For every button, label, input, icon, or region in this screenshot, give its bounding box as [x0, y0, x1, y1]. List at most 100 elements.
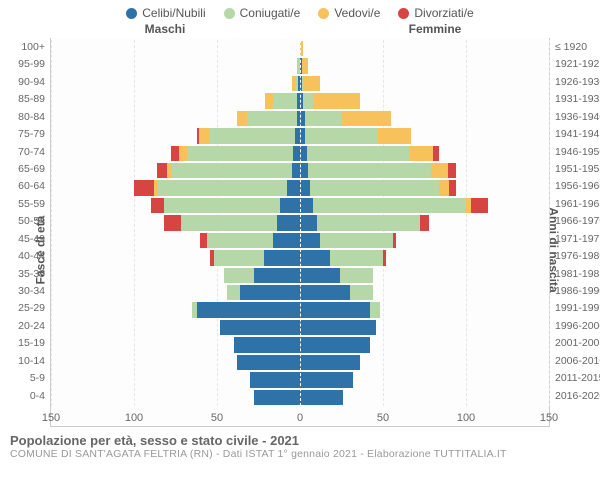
female-bar — [300, 390, 343, 405]
male-bar — [250, 372, 300, 387]
segment-married — [305, 111, 342, 126]
center-line — [300, 40, 301, 406]
segment-married — [307, 146, 410, 161]
year-label: 1931-1935 — [555, 92, 600, 107]
male-bar — [265, 93, 300, 108]
segment-single — [264, 250, 301, 265]
year-label: 1941-1945 — [555, 127, 600, 142]
chart-subtitle: COMUNE DI SANT'AGATA FELTRIA (RN) - Dati… — [10, 448, 590, 460]
year-label: 1921-1925 — [555, 57, 600, 72]
male-bar — [134, 180, 300, 195]
chart-area: 100+≤ 192095-991921-192590-941926-193085… — [50, 38, 550, 427]
female-bar — [300, 215, 429, 230]
age-label: 5-9 — [30, 371, 45, 386]
female-bar — [300, 233, 396, 248]
female-bar — [300, 268, 373, 283]
legend-label: Coniugati/e — [240, 6, 301, 20]
male-bar — [292, 76, 300, 91]
year-label: 1981-1985 — [555, 267, 600, 282]
year-label: 1976-1980 — [555, 249, 600, 264]
segment-single — [300, 372, 353, 387]
segment-married — [370, 302, 380, 317]
male-bar — [210, 250, 300, 265]
segment-single — [300, 285, 350, 300]
male-title: Maschi — [60, 22, 300, 36]
segment-widowed — [303, 76, 320, 91]
chart-wrapper: Celibi/NubiliConiugati/eVedovi/eDivorzia… — [0, 0, 600, 500]
year-label: 1991-1995 — [555, 301, 600, 316]
male-bar — [237, 111, 300, 126]
year-label: 2006-2010 — [555, 354, 600, 369]
segment-married — [320, 233, 393, 248]
segment-single — [300, 390, 343, 405]
female-bar — [300, 372, 353, 387]
female-bar — [300, 128, 411, 143]
legend-swatch — [224, 8, 235, 19]
segment-widowed — [179, 146, 187, 161]
segment-married — [340, 268, 373, 283]
segment-single — [293, 146, 300, 161]
segment-married — [181, 215, 277, 230]
segment-divorced — [164, 215, 181, 230]
male-bar — [224, 268, 300, 283]
male-bar — [220, 320, 300, 335]
segment-married — [308, 163, 431, 178]
year-label: ≤ 1920 — [555, 40, 587, 55]
male-bar — [171, 146, 300, 161]
segment-widowed — [302, 58, 309, 73]
age-label: 25-29 — [18, 301, 45, 316]
legend-swatch — [126, 8, 137, 19]
male-bar — [227, 285, 300, 300]
segment-married — [350, 285, 373, 300]
segment-divorced — [393, 233, 396, 248]
age-label: 85-89 — [18, 92, 45, 107]
year-label: 1986-1990 — [555, 284, 600, 299]
year-label: 1971-1975 — [555, 232, 600, 247]
age-label: 75-79 — [18, 127, 45, 142]
segment-single — [300, 198, 313, 213]
segment-divorced — [157, 163, 167, 178]
segment-married — [224, 268, 254, 283]
segment-widowed — [237, 111, 247, 126]
legend-label: Vedovi/e — [334, 6, 380, 20]
male-bar — [200, 233, 300, 248]
segment-married — [247, 111, 297, 126]
segment-married — [209, 128, 295, 143]
male-bar — [237, 355, 300, 370]
x-axis: 15010050050100150 — [51, 408, 549, 426]
x-axis-tick: 150 — [42, 412, 60, 424]
segment-single — [240, 285, 300, 300]
x-axis-tick: 50 — [377, 412, 389, 424]
age-label: 70-74 — [18, 145, 45, 160]
legend: Celibi/NubiliConiugati/eVedovi/eDivorzia… — [0, 0, 600, 22]
x-axis-tick: 100 — [457, 412, 475, 424]
male-bar — [234, 337, 300, 352]
female-bar — [300, 180, 456, 195]
segment-widowed — [378, 128, 411, 143]
age-label: 95-99 — [18, 57, 45, 72]
age-label: 35-39 — [18, 267, 45, 282]
year-label: 1926-1930 — [555, 75, 600, 90]
male-bar — [164, 215, 300, 230]
segment-single — [300, 337, 370, 352]
segment-divorced — [134, 180, 154, 195]
female-bar — [300, 198, 488, 213]
female-bar — [300, 93, 360, 108]
year-label: 1956-1960 — [555, 179, 600, 194]
age-label: 40-44 — [18, 249, 45, 264]
segment-married — [164, 198, 280, 213]
segment-married — [303, 93, 313, 108]
segment-married — [227, 285, 240, 300]
age-label: 20-24 — [18, 319, 45, 334]
female-bar — [300, 76, 320, 91]
segment-married — [157, 180, 286, 195]
year-label: 2011-2015 — [555, 371, 600, 386]
segment-married — [273, 93, 296, 108]
segment-divorced — [151, 198, 164, 213]
segment-married — [187, 146, 293, 161]
male-bar — [192, 302, 300, 317]
age-label: 45-49 — [18, 232, 45, 247]
segment-married — [172, 163, 292, 178]
segment-single — [254, 390, 300, 405]
female-bar — [300, 163, 456, 178]
